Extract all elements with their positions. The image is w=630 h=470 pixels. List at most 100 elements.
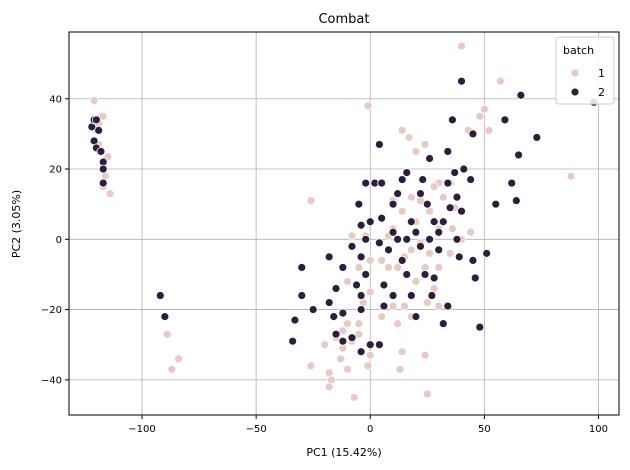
point-batch-1 xyxy=(347,231,357,241)
point-batch-2 xyxy=(452,234,462,244)
point-batch-1 xyxy=(349,393,359,402)
point-batch-2 xyxy=(457,76,466,86)
point-batch-2 xyxy=(427,291,437,300)
point-batch-1 xyxy=(406,245,416,255)
y-tick-label: 20 xyxy=(49,165,62,176)
y-tick-label: 40 xyxy=(49,94,62,105)
point-batch-1 xyxy=(365,255,375,265)
point-batch-1 xyxy=(420,140,430,149)
point-batch-1 xyxy=(411,277,421,286)
point-batch-1 xyxy=(393,263,403,272)
point-batch-2 xyxy=(452,192,462,202)
point-batch-1 xyxy=(338,326,348,336)
point-batch-2 xyxy=(354,199,364,209)
point-batch-2 xyxy=(338,308,348,318)
point-batch-1 xyxy=(363,101,373,111)
point-batch-1 xyxy=(343,277,352,286)
point-batch-2 xyxy=(308,305,318,314)
point-batch-2 xyxy=(397,175,407,184)
point-batch-1 xyxy=(162,329,172,339)
point-batch-2 xyxy=(422,199,432,209)
point-batch-2 xyxy=(388,199,398,209)
point-batch-1 xyxy=(388,301,398,311)
point-batch-1 xyxy=(343,364,352,374)
point-batch-1 xyxy=(167,364,177,374)
point-batch-2 xyxy=(356,220,366,230)
point-batch-2 xyxy=(475,322,485,332)
point-batch-2 xyxy=(347,333,357,343)
point-batch-2 xyxy=(443,178,453,188)
point-batch-2 xyxy=(482,248,492,258)
point-batch-1 xyxy=(429,182,439,192)
point-batch-2 xyxy=(468,255,478,265)
grid xyxy=(69,32,619,415)
point-batch-1 xyxy=(354,263,364,272)
point-batch-2 xyxy=(507,178,517,188)
point-batch-2 xyxy=(356,291,366,300)
point-batch-2 xyxy=(457,206,466,216)
point-batch-1 xyxy=(365,287,375,297)
points-layer xyxy=(87,41,599,402)
legend-box xyxy=(555,36,615,105)
point-batch-2 xyxy=(374,140,384,149)
point-batch-2 xyxy=(516,90,526,100)
point-batch-1 xyxy=(393,319,403,329)
point-batch-1 xyxy=(422,298,432,307)
point-batch-1 xyxy=(306,361,316,371)
x-tick-label: −50 xyxy=(246,424,267,435)
point-batch-2 xyxy=(500,115,510,125)
point-batch-2 xyxy=(434,227,444,237)
point-batch-2 xyxy=(429,273,439,283)
point-batch-1 xyxy=(466,227,476,237)
point-batch-1 xyxy=(411,147,421,156)
point-batch-1 xyxy=(377,312,387,322)
point-batch-1 xyxy=(422,389,432,399)
point-batch-2 xyxy=(338,336,348,346)
point-batch-2 xyxy=(297,263,307,272)
point-batch-2 xyxy=(425,234,434,244)
point-batch-2 xyxy=(425,154,434,163)
y-tick-label: −20 xyxy=(41,305,62,316)
point-batch-2 xyxy=(416,241,425,251)
x-tick-label: 0 xyxy=(367,424,373,435)
point-batch-1 xyxy=(400,301,409,311)
point-batch-2 xyxy=(466,175,476,184)
legend: batch 1 2 xyxy=(555,36,615,105)
point-batch-2 xyxy=(365,217,375,227)
point-batch-2 xyxy=(347,241,357,251)
y-tick-label: −40 xyxy=(41,375,62,386)
legend-marker-batch-1 xyxy=(570,68,580,78)
point-batch-2 xyxy=(331,329,341,339)
point-batch-2 xyxy=(443,147,453,156)
point-batch-1 xyxy=(406,192,416,202)
point-batch-2 xyxy=(406,217,416,227)
point-batch-2 xyxy=(324,252,334,262)
point-batch-2 xyxy=(377,213,387,223)
point-batch-1 xyxy=(98,111,108,121)
point-batch-2 xyxy=(297,291,307,300)
point-batch-2 xyxy=(448,115,457,125)
point-batch-2 xyxy=(91,115,101,125)
point-batch-2 xyxy=(429,217,439,227)
point-batch-2 xyxy=(459,164,469,174)
point-batch-2 xyxy=(356,305,366,314)
point-batch-2 xyxy=(374,340,384,350)
point-batch-2 xyxy=(470,273,480,283)
point-batch-1 xyxy=(484,125,494,135)
point-batch-2 xyxy=(393,234,403,244)
point-batch-1 xyxy=(377,255,387,265)
point-batch-2 xyxy=(98,178,108,188)
point-batch-2 xyxy=(397,255,407,265)
point-batch-2 xyxy=(155,291,165,300)
point-batch-1 xyxy=(395,364,405,374)
point-batch-2 xyxy=(454,252,464,262)
point-batch-1 xyxy=(354,329,364,339)
point-batch-1 xyxy=(320,340,330,350)
point-batch-2 xyxy=(402,270,412,279)
point-batch-2 xyxy=(438,319,448,329)
point-batch-2 xyxy=(411,312,421,322)
point-batch-2 xyxy=(94,125,104,135)
point-batch-2 xyxy=(361,270,371,279)
